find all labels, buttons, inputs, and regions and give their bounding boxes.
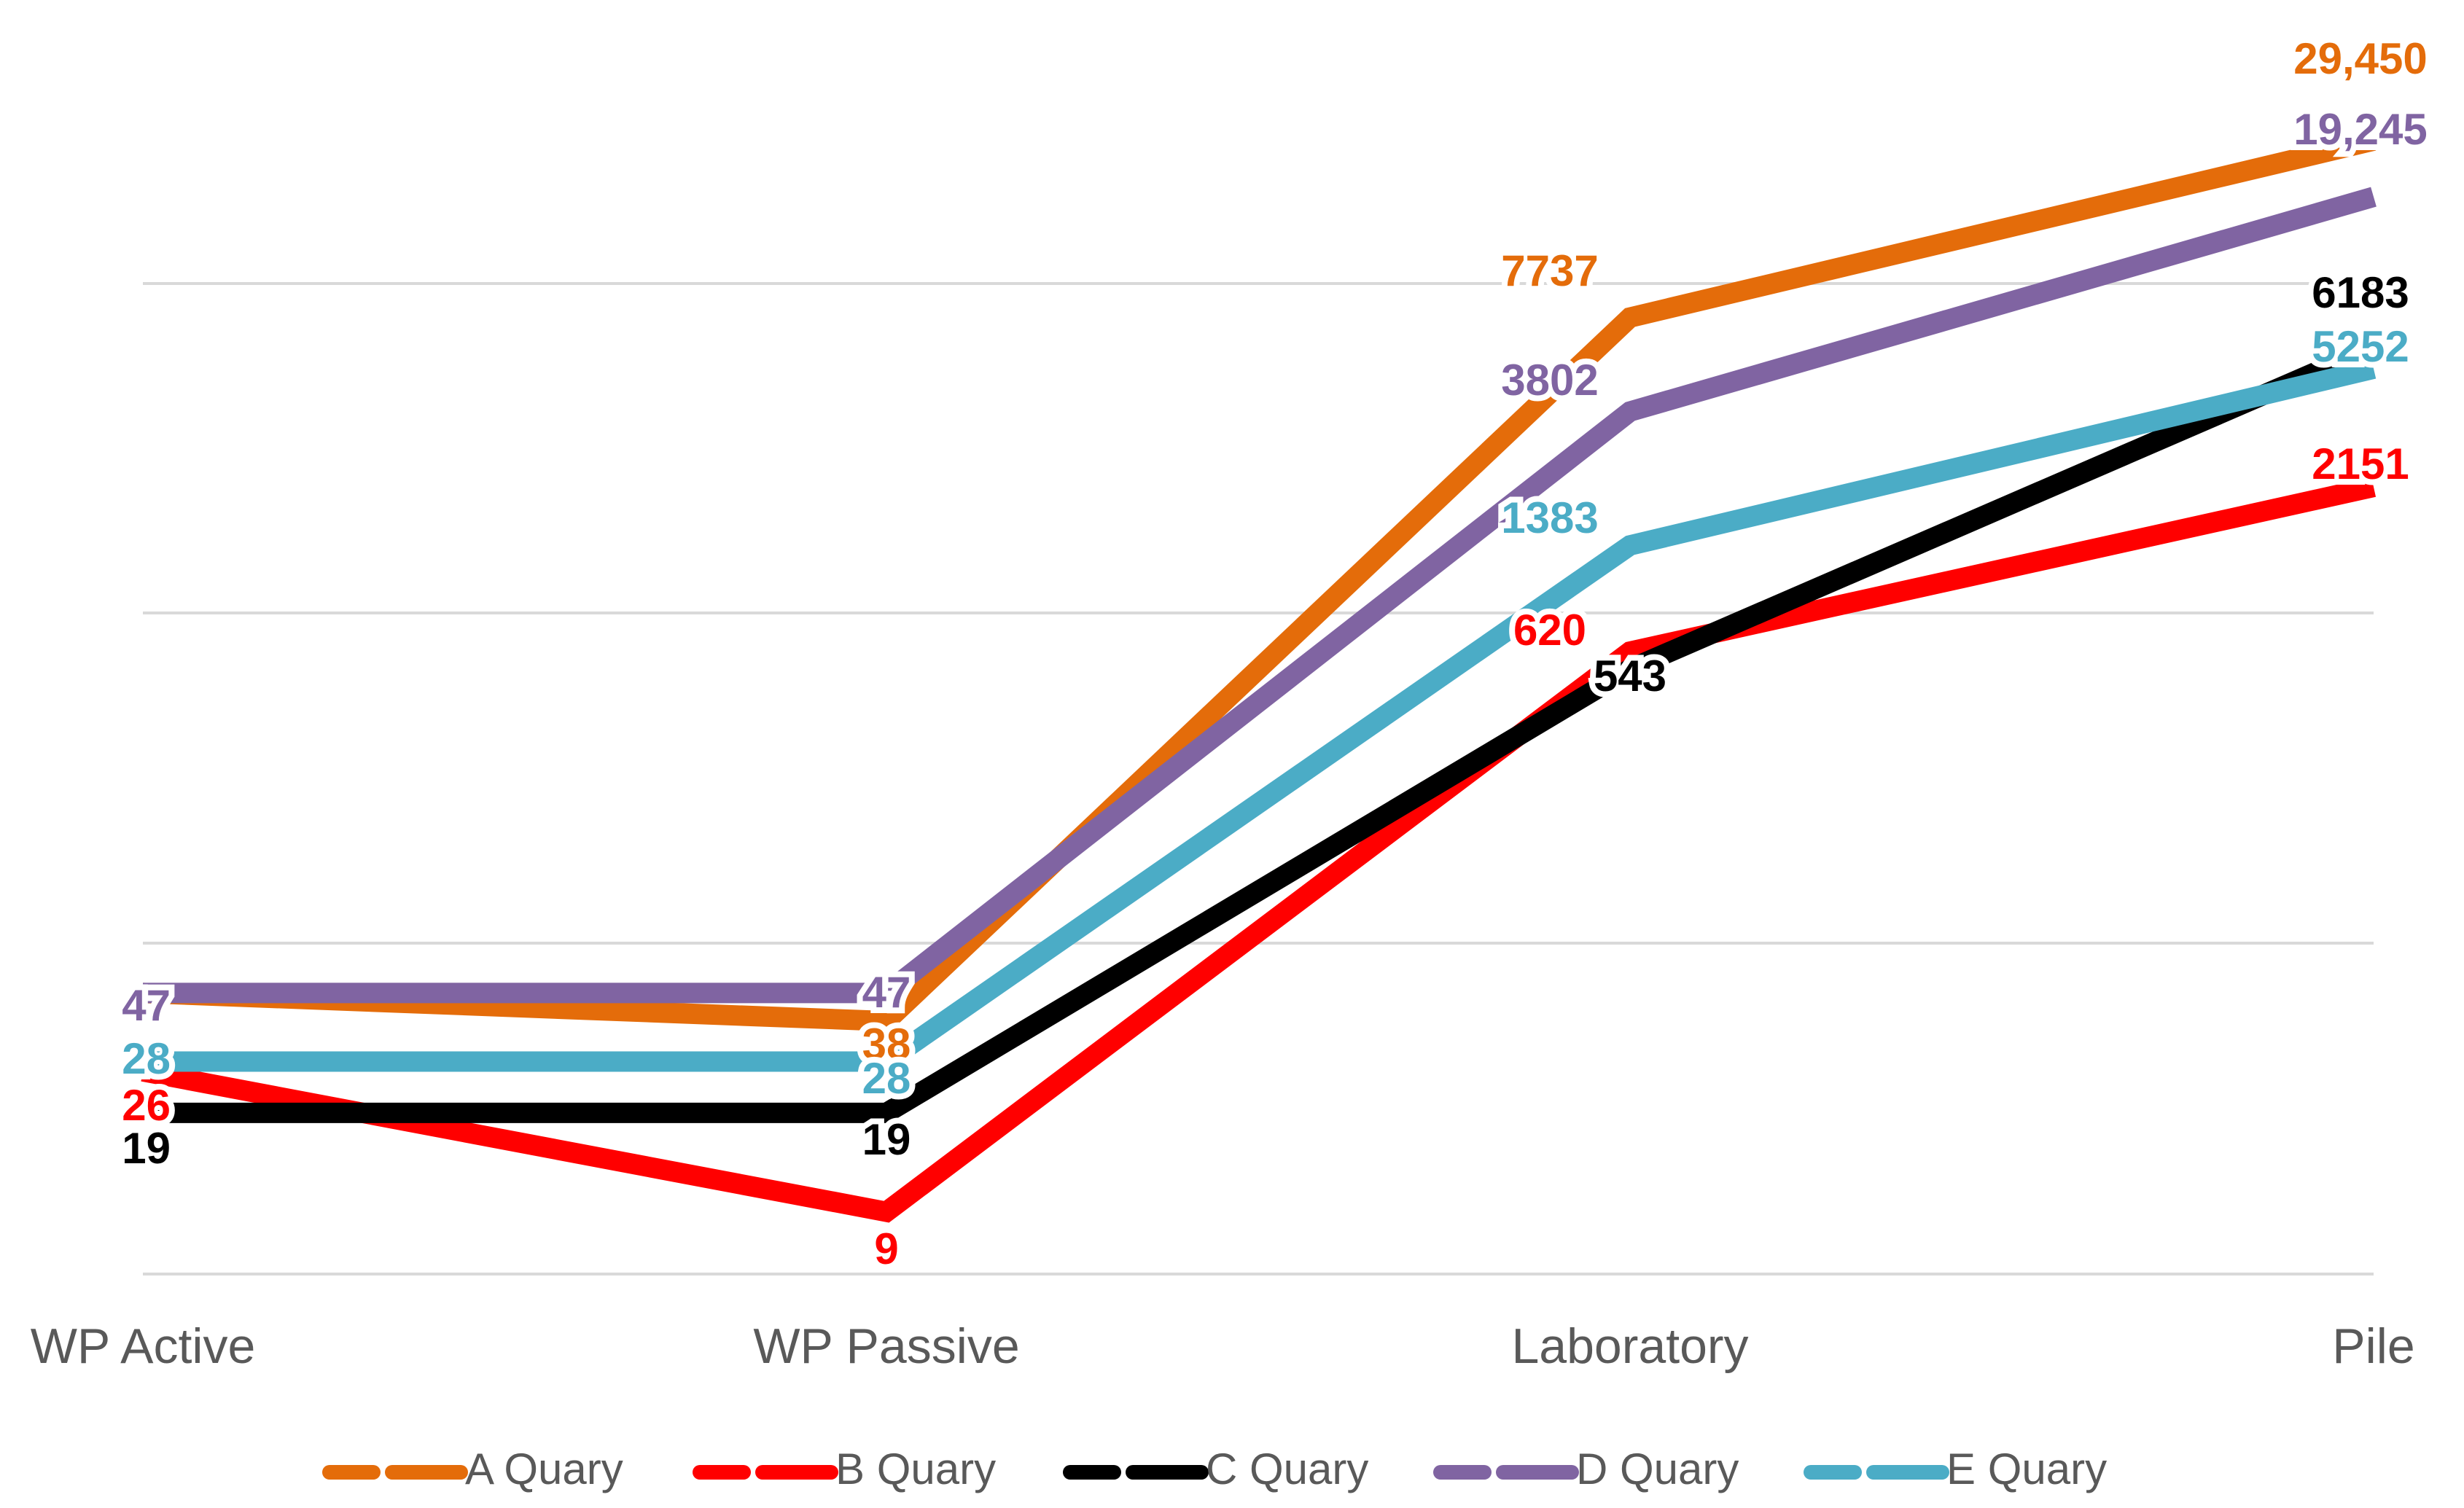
data-label: 29,450 <box>2293 34 2428 83</box>
series-line-d-quary <box>143 187 2377 1004</box>
legend-label: C Quary <box>1206 1445 1368 1493</box>
legend-label: B Quary <box>835 1445 996 1493</box>
data-label: 1383 <box>1501 493 1598 542</box>
category-label: WP Passive <box>753 1318 1019 1374</box>
category-label: WP Active <box>31 1318 256 1374</box>
data-label: 7737 <box>1501 246 1598 295</box>
data-label: 19 <box>122 1124 171 1173</box>
gridlines <box>143 282 2374 1275</box>
data-label: 47 <box>122 981 171 1030</box>
legend-item-b-quary: B Quary <box>693 1445 996 1493</box>
legend-item-d-quary: D Quary <box>1433 1445 1739 1493</box>
data-label: 3802 <box>1501 356 1598 405</box>
data-label: 26 <box>122 1081 171 1130</box>
series-line-b-quary <box>141 477 2377 1223</box>
category-axis-labels: WP Active WP Passive Laboratory Pile <box>31 1318 2415 1374</box>
data-labels: 38 7737 29,450 26 9 620 2151 19 19 543 6183 47 47 380… <box>116 28 2433 1279</box>
data-label: 19 <box>862 1115 911 1164</box>
legend: A Quary B Quary C Quary D Quary E Quary <box>322 1445 2107 1493</box>
data-label: 543 <box>1594 652 1666 700</box>
data-label: 9 <box>874 1224 898 1273</box>
legend-label: A Quary <box>465 1445 623 1493</box>
legend-item-a-quary: A Quary <box>322 1445 623 1493</box>
data-label: 620 <box>1513 606 1586 655</box>
legend-label: E Quary <box>1946 1445 2107 1493</box>
category-label: Pile <box>2332 1318 2414 1374</box>
series-lines <box>141 130 2378 1223</box>
series-line-e-quary <box>143 359 2377 1072</box>
legend-item-c-quary: C Quary <box>1063 1445 1368 1493</box>
legend-label: D Quary <box>1576 1445 1739 1493</box>
data-label: 38 <box>862 1020 911 1069</box>
series-line-c-quary <box>143 337 2378 1123</box>
data-label: 47 <box>862 968 911 1017</box>
data-label: 28 <box>862 1054 911 1103</box>
legend-item-e-quary: E Quary <box>1804 1445 2107 1493</box>
data-label: 28 <box>122 1034 171 1083</box>
series-line-a-quary <box>142 130 2377 1032</box>
data-label: 2151 <box>2312 439 2409 488</box>
category-label: Laboratory <box>1511 1318 1748 1374</box>
data-label: 19,245 <box>2293 105 2428 154</box>
data-label: 5252 <box>2312 322 2409 371</box>
data-label: 6183 <box>2312 268 2409 317</box>
